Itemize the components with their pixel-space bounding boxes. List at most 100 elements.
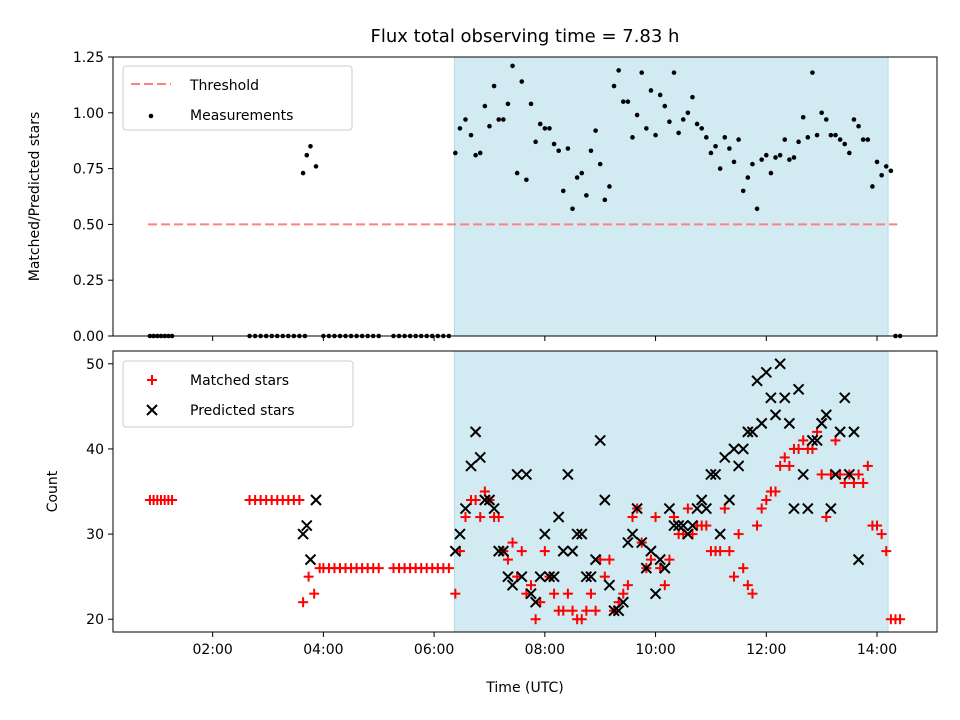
predicted-stars-point xyxy=(834,426,846,438)
legend-plus-mark xyxy=(147,375,157,385)
y-tick-label: 50 xyxy=(86,357,104,373)
predicted-stars-point xyxy=(479,494,491,506)
measurement-point xyxy=(667,119,672,125)
predicted-stars-point xyxy=(839,392,851,404)
matched-stars-point xyxy=(876,529,887,540)
predicted-stars-point xyxy=(548,570,560,583)
matched-stars-point xyxy=(872,520,883,531)
predicted-stars-point xyxy=(626,528,639,540)
predicted-stars-point xyxy=(580,570,593,583)
matched-stars-point xyxy=(784,460,795,471)
measurement-point xyxy=(551,141,557,147)
matched-stars-point xyxy=(539,546,550,557)
predicted-stars-point xyxy=(534,570,546,583)
predicted-stars-point xyxy=(525,587,537,600)
measurement-point xyxy=(837,137,843,142)
predicted-stars-point xyxy=(765,392,777,404)
predicted-stars-point xyxy=(492,545,505,557)
predicted-stars-point xyxy=(557,545,570,557)
measurement-point xyxy=(463,117,468,122)
predicted-stars-point xyxy=(714,528,726,540)
predicted-stars-point xyxy=(304,553,317,566)
measurement-point xyxy=(796,139,801,145)
measurement-point xyxy=(727,146,732,151)
y-tick-label: 40 xyxy=(86,442,104,458)
legend-predicted-swatch xyxy=(146,404,158,416)
measurement-point xyxy=(828,132,834,138)
measurement-point xyxy=(602,197,608,203)
x-axis-label: Time (UTC) xyxy=(485,680,563,696)
matched-stars-point xyxy=(622,580,633,591)
measurement-point xyxy=(819,110,824,116)
predicted-stars-point xyxy=(594,434,606,447)
measurement-point xyxy=(763,152,769,158)
predicted-stars-point xyxy=(589,553,602,566)
measurement-point xyxy=(533,139,538,145)
predicted-stars-point xyxy=(848,426,860,438)
matched-stars-point xyxy=(167,495,178,506)
top-legend: Threshold Measurements xyxy=(122,65,353,131)
predicted-stars-point xyxy=(806,434,819,447)
predicted-stars-point xyxy=(474,451,486,464)
matched-stars-point xyxy=(373,563,384,574)
measurement-point xyxy=(644,126,649,131)
measurement-point xyxy=(860,137,866,142)
predicted-stars-point xyxy=(552,511,565,523)
matched-stars-point xyxy=(752,520,763,531)
predicted-stars-point xyxy=(755,417,768,430)
measurement-point xyxy=(833,132,838,138)
measurement-point xyxy=(625,99,631,104)
predicted-stars-point xyxy=(631,502,643,515)
predicted-stars-point xyxy=(520,468,533,481)
measurement-point xyxy=(870,184,875,189)
bottom-y-ticks: 20 30 40 50 xyxy=(86,357,113,628)
predicted-stars-point xyxy=(543,570,556,583)
predicted-stars-point xyxy=(829,468,842,481)
y-tick-label: 30 xyxy=(86,527,104,543)
predicted-stars-point xyxy=(677,519,689,532)
predicted-stars-point xyxy=(654,553,666,566)
predicted-stars-point xyxy=(622,536,634,549)
predicted-stars-series xyxy=(297,358,865,617)
measurement-point xyxy=(773,155,778,160)
measurement-point xyxy=(708,150,714,156)
predicted-stars-point xyxy=(811,434,823,447)
predicted-stars-point xyxy=(797,468,809,481)
predicted-stars-point xyxy=(301,519,313,532)
legend-predicted-label: Predicted stars xyxy=(190,403,295,419)
predicted-stars-point xyxy=(599,494,611,506)
legend-x-mark xyxy=(146,404,158,416)
measurement-point xyxy=(648,88,654,93)
measurement-point xyxy=(308,143,313,149)
predicted-stars-point xyxy=(603,579,616,591)
measurement-point xyxy=(745,175,751,180)
matched-stars-point xyxy=(701,520,712,531)
top-x-ticks xyxy=(212,336,878,341)
predicted-stars-point xyxy=(815,417,828,430)
top-y-ticks: 0.00 0.25 0.50 0.75 1.00 1.25 xyxy=(73,50,113,345)
measurement-point xyxy=(782,137,788,142)
matched-stars-point xyxy=(443,563,454,574)
matched-stars-point xyxy=(682,503,693,514)
x-tick-label: 04:00 xyxy=(303,642,343,658)
predicted-stars-point xyxy=(825,502,837,515)
predicted-stars-point xyxy=(700,502,713,515)
matched-stars-point xyxy=(775,460,786,471)
predicted-stars-point xyxy=(649,587,662,600)
measurement-point xyxy=(616,68,621,73)
measurement-point xyxy=(453,150,458,156)
predicted-stars-point xyxy=(852,553,865,566)
y-tick-label: 20 xyxy=(86,612,104,628)
matched-stars-point xyxy=(816,469,827,480)
predicted-stars-point xyxy=(539,528,551,540)
measurement-point xyxy=(787,157,792,162)
star-count-panel: 20 30 40 50 02:00 04:00 06:00 08:00 10:00 12:00 1… xyxy=(45,350,938,696)
measurement-point xyxy=(717,166,723,171)
measurement-point xyxy=(528,101,534,107)
measurement-point xyxy=(468,132,474,138)
y-tick-label: 1.00 xyxy=(73,106,104,122)
measurement-point xyxy=(639,70,645,75)
measurement-point xyxy=(630,135,635,140)
chart-title: Flux total observing time = 7.83 h xyxy=(371,26,680,47)
legend-measurements-label: Measurements xyxy=(190,108,293,124)
